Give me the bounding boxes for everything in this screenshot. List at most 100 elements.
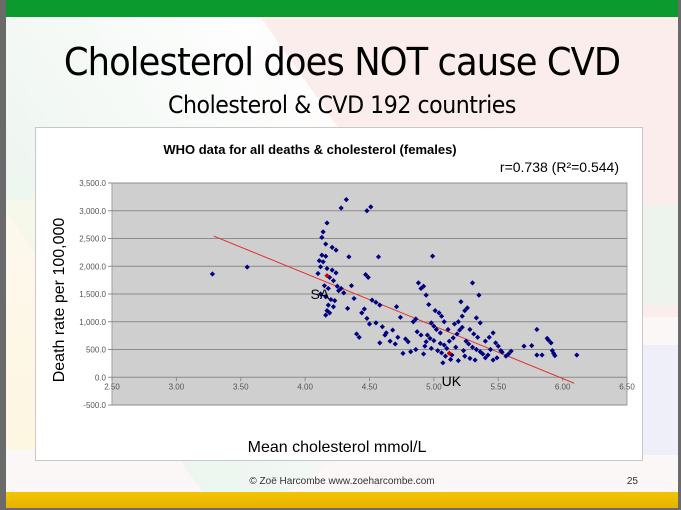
data-point: [323, 312, 329, 318]
highlighted-point-sa: [324, 273, 330, 279]
data-point: [473, 346, 479, 353]
data-point: [364, 208, 370, 214]
data-point: [482, 355, 488, 361]
data-point: [480, 351, 486, 357]
data-point: [446, 338, 452, 344]
data-point: [441, 342, 447, 348]
data-point: [423, 339, 429, 345]
slide-title: Cholesterol does NOT cause CVD: [63, 40, 621, 84]
y-tick-label: 1,000.0: [79, 318, 106, 327]
data-point: [397, 314, 403, 320]
data-point: [317, 264, 324, 270]
y-tick-label: 500.0: [86, 346, 107, 355]
data-point: [329, 267, 335, 273]
data-point: [343, 197, 349, 203]
data-point: [333, 247, 339, 253]
y-tick-label: -500.0: [83, 401, 106, 410]
data-point: [459, 324, 465, 330]
data-point: [490, 330, 496, 336]
data-point: [464, 305, 470, 311]
data-point: [487, 346, 494, 353]
data-point: [494, 355, 500, 361]
data-point: [467, 355, 473, 361]
data-point: [458, 299, 464, 305]
data-point: [316, 258, 322, 264]
data-point: [400, 350, 406, 356]
data-point: [324, 220, 330, 226]
bottom-color-bar: [6, 492, 678, 508]
data-point: [439, 313, 445, 319]
data-point: [373, 299, 379, 305]
data-point: [485, 352, 491, 358]
data-point: [442, 353, 449, 359]
data-point: [348, 283, 355, 289]
data-point: [333, 270, 339, 276]
x-tick-label: 5.50: [490, 382, 506, 391]
highlighted-point-uk: [446, 350, 452, 356]
data-point: [471, 331, 477, 337]
data-point: [410, 319, 416, 325]
data-point: [330, 278, 337, 284]
data-point: [539, 352, 545, 358]
data-point: [420, 351, 427, 357]
x-tick-label: 4.50: [362, 382, 378, 391]
correlation-annotation: r=0.738 (R²=0.544): [500, 159, 619, 175]
data-point: [482, 338, 488, 344]
scatter-chart: 3,500.0 3,000.0 2,500.0 2,000.0 1,500.0 1,000…: [51, 142, 635, 456]
slide-subtitle: Cholesterol & CVD 192 countries: [168, 91, 516, 119]
data-point: [326, 274, 333, 280]
data-point: [448, 356, 454, 363]
x-axis-label: Mean cholesterol mmol/L: [248, 439, 427, 456]
data-point: [382, 332, 388, 338]
data-point: [346, 254, 352, 260]
data-point: [323, 241, 329, 247]
data-point: [363, 271, 369, 278]
data-point: [503, 353, 509, 359]
data-point: [326, 310, 333, 316]
x-tick-label: 3.00: [169, 382, 185, 391]
y-tick-label: 1,500.0: [79, 290, 106, 299]
y-tick-label: 0.0: [95, 373, 107, 382]
data-point: [551, 350, 557, 356]
data-point: [436, 310, 442, 316]
data-point: [545, 337, 552, 343]
data-point: [459, 313, 465, 319]
data-point: [457, 327, 463, 333]
data-point: [426, 301, 432, 308]
data-point: [450, 335, 456, 341]
data-point: [329, 244, 335, 250]
data-point: [445, 326, 451, 333]
x-tick-label: 4.00: [297, 382, 313, 391]
x-tick-label: 6.50: [619, 382, 635, 391]
data-point: [451, 321, 458, 327]
data-point: [390, 327, 396, 333]
data-point: [439, 350, 445, 356]
data-point: [473, 315, 479, 321]
background-decoration: [640, 345, 678, 455]
data-point: [574, 352, 580, 358]
background-decoration: [640, 205, 678, 305]
data-point: [413, 346, 419, 353]
data-point: [320, 229, 326, 235]
data-point: [455, 319, 461, 325]
y-tick-label: 3,000.0: [79, 207, 106, 216]
data-point: [368, 204, 374, 210]
slide: Cholesterol does NOT cause CVD Cholester…: [6, 0, 678, 508]
data-point: [366, 321, 373, 327]
data-point: [325, 285, 331, 292]
data-point: [375, 254, 382, 260]
y-tick-label: 2,500.0: [79, 235, 106, 244]
data-point: [418, 332, 424, 338]
data-point: [328, 296, 334, 303]
data-point: [365, 274, 371, 280]
data-point: [505, 351, 512, 357]
data-point: [441, 319, 447, 325]
data-point: [392, 341, 398, 347]
data-point: [462, 308, 468, 314]
data-point: [490, 357, 496, 363]
data-point: [432, 308, 438, 314]
x-tick-label: 6.00: [555, 382, 571, 391]
data-point: [529, 343, 535, 349]
data-point: [317, 291, 324, 297]
point-label-uk: UK: [442, 373, 462, 389]
